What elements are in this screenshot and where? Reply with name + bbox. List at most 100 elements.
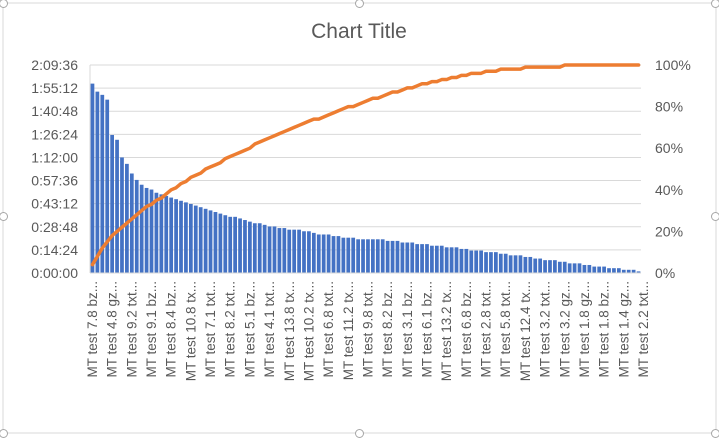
- bar[interactable]: [149, 189, 154, 273]
- bar[interactable]: [188, 203, 193, 273]
- bar[interactable]: [582, 264, 587, 273]
- bar[interactable]: [179, 200, 183, 273]
- bar[interactable]: [494, 252, 498, 273]
- bar[interactable]: [557, 261, 562, 273]
- bar[interactable]: [193, 205, 198, 273]
- bar[interactable]: [243, 220, 247, 273]
- bar[interactable]: [144, 187, 149, 273]
- bar[interactable]: [326, 234, 331, 273]
- bar[interactable]: [331, 236, 336, 273]
- bar[interactable]: [282, 228, 287, 273]
- bar[interactable]: [474, 250, 479, 273]
- bar[interactable]: [410, 242, 415, 273]
- bar[interactable]: [292, 229, 297, 273]
- bar[interactable]: [395, 240, 400, 273]
- bar[interactable]: [311, 232, 316, 273]
- bar[interactable]: [257, 223, 262, 273]
- bar[interactable]: [587, 264, 592, 273]
- bar[interactable]: [95, 91, 100, 274]
- bar[interactable]: [213, 212, 218, 273]
- resize-handle-top-right[interactable]: [711, 0, 719, 8]
- bar[interactable]: [208, 210, 213, 273]
- bar-series[interactable]: [90, 83, 641, 274]
- bar[interactable]: [533, 258, 538, 273]
- bar[interactable]: [528, 256, 533, 273]
- bar[interactable]: [489, 252, 493, 273]
- bar[interactable]: [553, 260, 557, 273]
- bar[interactable]: [307, 231, 311, 273]
- bar[interactable]: [621, 269, 626, 273]
- bar[interactable]: [626, 269, 631, 273]
- resize-handle-middle-right[interactable]: [711, 212, 719, 221]
- bar[interactable]: [420, 244, 424, 273]
- bar[interactable]: [548, 260, 552, 273]
- bar[interactable]: [444, 247, 449, 273]
- bar[interactable]: [371, 239, 375, 273]
- bar[interactable]: [110, 134, 115, 273]
- bar[interactable]: [385, 240, 390, 273]
- bar[interactable]: [356, 239, 360, 273]
- bar[interactable]: [316, 234, 321, 273]
- bar[interactable]: [484, 252, 488, 273]
- bar[interactable]: [513, 255, 518, 273]
- bar[interactable]: [464, 248, 469, 273]
- bar[interactable]: [174, 199, 178, 273]
- bar[interactable]: [297, 229, 301, 273]
- bar[interactable]: [523, 256, 528, 273]
- bar[interactable]: [498, 253, 503, 273]
- bar[interactable]: [538, 258, 543, 273]
- bar[interactable]: [336, 236, 341, 273]
- bar[interactable]: [238, 218, 242, 273]
- bar[interactable]: [518, 255, 523, 273]
- resize-handle-top-middle[interactable]: [355, 0, 364, 8]
- bar[interactable]: [302, 231, 306, 273]
- bar[interactable]: [248, 221, 252, 273]
- bar[interactable]: [277, 228, 282, 273]
- bar[interactable]: [597, 266, 602, 273]
- bar[interactable]: [218, 213, 223, 273]
- bar[interactable]: [459, 248, 464, 273]
- bar[interactable]: [415, 244, 420, 273]
- bar[interactable]: [223, 215, 228, 273]
- bar[interactable]: [425, 244, 429, 273]
- bar[interactable]: [184, 202, 188, 273]
- bar[interactable]: [577, 263, 582, 273]
- cumulative-line[interactable]: [90, 63, 641, 267]
- chart-title[interactable]: Chart Title: [311, 20, 407, 43]
- bar[interactable]: [228, 216, 233, 273]
- bar[interactable]: [134, 179, 139, 273]
- bar[interactable]: [543, 260, 547, 273]
- resize-handle-middle-left[interactable]: [0, 212, 8, 221]
- bar[interactable]: [267, 226, 272, 273]
- bar[interactable]: [400, 242, 405, 273]
- bar[interactable]: [469, 250, 474, 273]
- bar[interactable]: [449, 247, 454, 273]
- bar[interactable]: [602, 266, 606, 273]
- bar[interactable]: [390, 240, 395, 273]
- bar[interactable]: [361, 239, 365, 273]
- bar[interactable]: [430, 245, 434, 273]
- bar[interactable]: [129, 173, 134, 273]
- bar[interactable]: [287, 229, 292, 273]
- bar[interactable]: [105, 99, 110, 274]
- bar[interactable]: [351, 237, 356, 273]
- bar[interactable]: [346, 237, 351, 273]
- bar[interactable]: [262, 224, 267, 273]
- bar[interactable]: [592, 266, 597, 273]
- bar[interactable]: [100, 94, 105, 273]
- bar[interactable]: [90, 83, 95, 274]
- bar[interactable]: [159, 194, 164, 273]
- bar[interactable]: [508, 255, 513, 273]
- bar[interactable]: [434, 245, 439, 273]
- cumulative-line-series[interactable]: [90, 63, 641, 267]
- bar[interactable]: [169, 197, 174, 273]
- bar[interactable]: [572, 263, 577, 273]
- bar[interactable]: [631, 269, 636, 273]
- bar[interactable]: [120, 157, 124, 273]
- bar[interactable]: [612, 268, 616, 273]
- bar[interactable]: [636, 271, 641, 273]
- bar[interactable]: [567, 263, 572, 273]
- bar[interactable]: [366, 239, 370, 273]
- bar[interactable]: [164, 195, 169, 273]
